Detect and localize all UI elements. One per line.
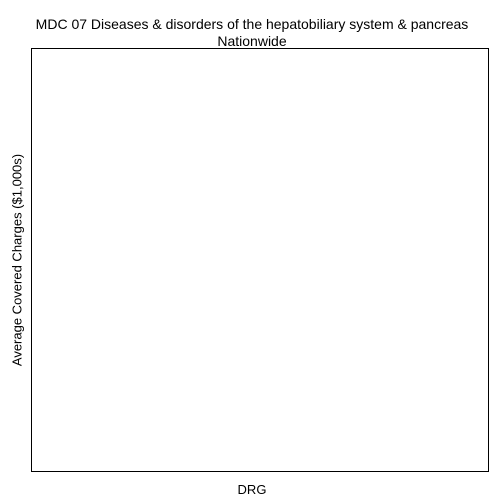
chart-title: MDC 07 Diseases & disorders of the hepat… [35, 16, 469, 32]
chart-subtitle: Nationwide [217, 33, 287, 49]
plot-area [31, 48, 489, 472]
y-axis-label: Average Covered Charges ($1,000s) [9, 153, 25, 367]
x-axis-label: DRG [237, 482, 267, 497]
